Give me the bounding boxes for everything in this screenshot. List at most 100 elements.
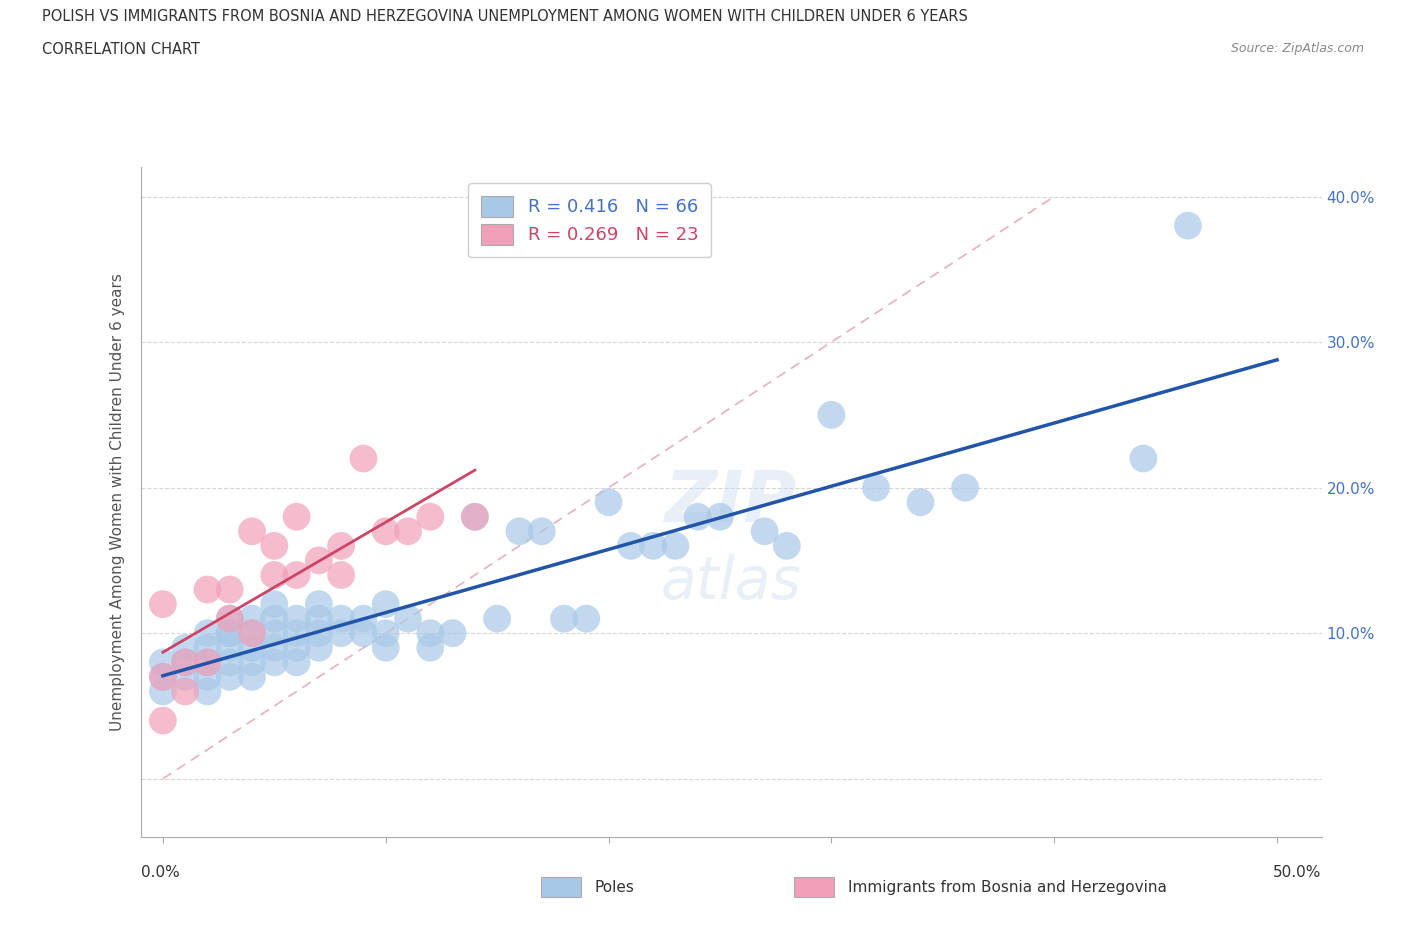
Point [285,641,308,656]
Text: 50.0%: 50.0% [1274,865,1322,880]
Text: ZIP: ZIP [665,468,797,537]
Point [1177,219,1199,233]
Point [218,655,240,670]
Point [598,495,620,510]
Point [620,538,643,553]
Point [419,641,441,656]
Point [263,626,285,641]
Point [263,655,285,670]
Point [330,567,353,582]
Point [530,524,553,538]
Point [374,641,396,656]
Point [263,641,285,656]
Point [197,655,219,670]
Point [218,670,240,684]
Point [174,655,197,670]
Point [820,407,842,422]
Point [197,641,219,656]
Point [240,611,263,626]
Point [152,597,174,612]
Point [285,567,308,582]
Point [330,538,353,553]
Point [508,524,530,538]
Point [263,538,285,553]
Point [1132,451,1154,466]
Point [330,611,353,626]
Point [464,510,486,525]
Text: Poles: Poles [595,880,634,895]
Point [197,582,219,597]
Point [285,626,308,641]
Point [152,684,174,698]
Point [953,480,976,495]
Point [240,641,263,656]
Point [240,524,263,538]
Point [218,641,240,656]
Point [910,495,932,510]
Point [396,611,419,626]
Point [263,597,285,612]
Point [152,670,174,684]
Point [686,510,709,525]
Text: 0.0%: 0.0% [141,865,180,880]
Legend: R = 0.416   N = 66, R = 0.269   N = 23: R = 0.416 N = 66, R = 0.269 N = 23 [468,183,711,258]
Point [240,626,263,641]
Point [218,626,240,641]
Point [709,510,731,525]
Point [486,611,509,626]
Text: CORRELATION CHART: CORRELATION CHART [42,42,200,57]
Point [263,567,285,582]
Point [553,611,575,626]
Point [419,510,441,525]
Point [240,655,263,670]
Point [285,611,308,626]
Point [352,626,374,641]
Point [865,480,887,495]
Point [352,451,374,466]
Point [197,626,219,641]
Text: atlas: atlas [661,554,801,611]
Point [240,670,263,684]
Text: Source: ZipAtlas.com: Source: ZipAtlas.com [1230,42,1364,55]
Point [308,611,330,626]
Point [308,553,330,568]
Point [575,611,598,626]
Point [464,510,486,525]
Point [174,670,197,684]
Text: Immigrants from Bosnia and Herzegovina: Immigrants from Bosnia and Herzegovina [848,880,1167,895]
Point [197,670,219,684]
Point [263,611,285,626]
Point [308,641,330,656]
Point [218,582,240,597]
Point [174,655,197,670]
Point [152,655,174,670]
Point [308,597,330,612]
Point [374,597,396,612]
Point [441,626,464,641]
Y-axis label: Unemployment Among Women with Children Under 6 years: Unemployment Among Women with Children U… [110,273,125,731]
Point [664,538,686,553]
Point [285,655,308,670]
Point [152,670,174,684]
Text: POLISH VS IMMIGRANTS FROM BOSNIA AND HERZEGOVINA UNEMPLOYMENT AMONG WOMEN WITH C: POLISH VS IMMIGRANTS FROM BOSNIA AND HER… [42,9,969,24]
Point [352,611,374,626]
Point [285,510,308,525]
Point [218,611,240,626]
Point [218,611,240,626]
Point [396,524,419,538]
Point [240,626,263,641]
Point [174,684,197,698]
Point [308,626,330,641]
Point [330,626,353,641]
Point [374,626,396,641]
Point [776,538,799,553]
Point [174,641,197,656]
Point [374,524,396,538]
Point [197,684,219,698]
Point [152,713,174,728]
Point [754,524,776,538]
Point [197,655,219,670]
Point [419,626,441,641]
Point [218,626,240,641]
Point [643,538,665,553]
